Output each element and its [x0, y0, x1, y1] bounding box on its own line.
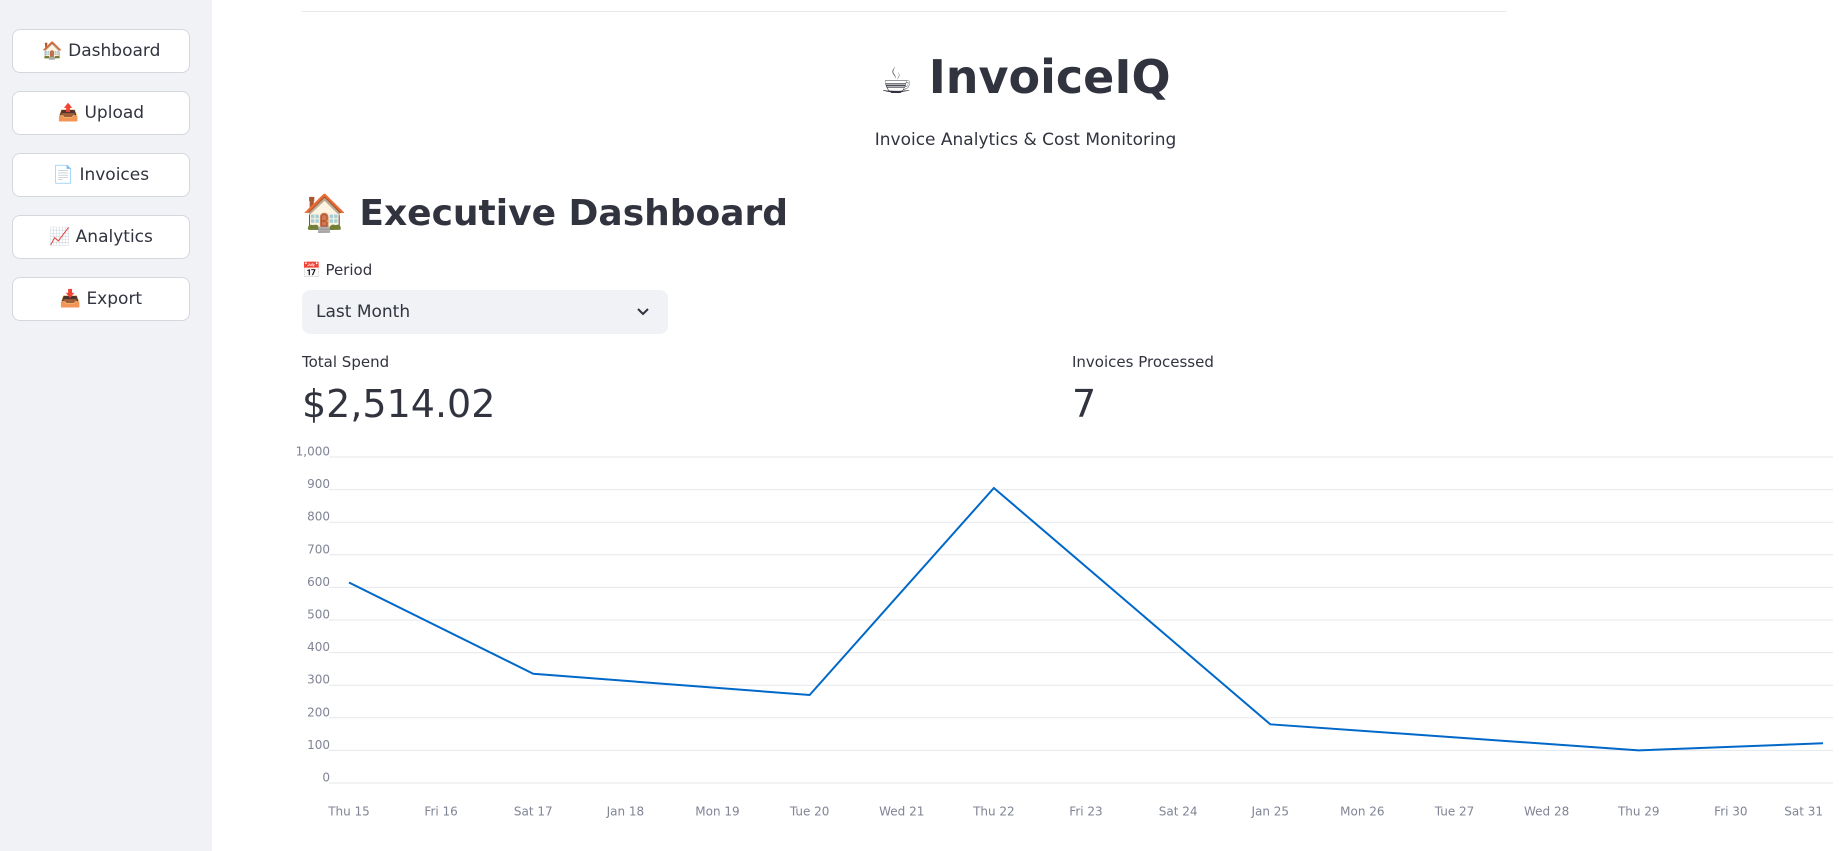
y-tick-label: 100 [307, 738, 330, 752]
period-select[interactable]: Last Month [302, 290, 668, 334]
x-tick-label: Sat 31 [1784, 805, 1823, 819]
y-tick-label: 600 [307, 575, 330, 589]
y-tick-label: 900 [307, 477, 330, 491]
x-tick-label: Fri 23 [1069, 805, 1102, 819]
x-tick-label: Thu 29 [1617, 805, 1660, 819]
select-value: Last Month [316, 302, 411, 322]
x-tick-label: Tue 27 [1434, 805, 1475, 819]
y-tick-label: 300 [307, 673, 330, 687]
metric-label: Total Spend [302, 353, 390, 371]
y-tick-label: 700 [307, 542, 330, 556]
metric-value: 7 [1072, 382, 1097, 426]
title-text: InvoiceIQ [928, 50, 1171, 104]
nav-button[interactable]: 📈 Analytics [12, 215, 190, 259]
x-tick-label: Thu 15 [327, 805, 370, 819]
x-tick-label: Thu 22 [972, 805, 1015, 819]
section-title: 🏠 Executive Dashboard [302, 193, 789, 234]
nav-button[interactable]: 📤 Upload [12, 91, 190, 135]
sidebar: 🏠 Dashboard 📤 Upload 📄 Invoices 📈 Analytics… [0, 0, 212, 851]
y-tick-label: 0 [322, 771, 330, 785]
chevron [637, 308, 649, 316]
metric-label: Invoices Processed [1072, 353, 1214, 371]
x-tick-label: Sat 17 [514, 805, 553, 819]
x-tick-label: Sat 24 [1159, 805, 1198, 819]
x-tick-label: Jan 18 [606, 805, 645, 819]
app-title: ☕ InvoiceIQ [880, 50, 1171, 104]
x-tick-label: Wed 28 [1524, 805, 1569, 819]
x-tick-label: Fri 30 [1714, 805, 1747, 819]
x-tick-label: Fri 16 [424, 805, 457, 819]
x-tick-label: Wed 21 [879, 805, 924, 819]
metric-value: $2,514.02 [302, 382, 496, 426]
nav-button[interactable]: 📄 Invoices [12, 153, 190, 197]
divider [302, 11, 1506, 12]
x-tick-label: Jan 25 [1250, 805, 1289, 819]
y-tick-label: 500 [307, 608, 330, 622]
x-tick-label: Mon 26 [1340, 805, 1384, 819]
subtitle: Invoice Analytics & Cost Monitoring [874, 130, 1177, 150]
nav-button[interactable]: 🏠 Dashboard [12, 29, 190, 73]
y-tick-label: 800 [307, 510, 330, 524]
x-tick-label: Tue 20 [789, 805, 830, 819]
y-tick-label: 200 [307, 705, 330, 719]
y-tick-label: 1,000 [296, 445, 330, 459]
line [348, 486, 1824, 752]
period-label: 📅 Period [302, 261, 373, 279]
nav-button[interactable]: 📥 Export [12, 277, 190, 321]
chart: 0 100 200 300 400 500 600 700 800 900 1,000 Thu 15 F… [296, 445, 1833, 819]
x-tick-label: Mon 19 [695, 805, 739, 819]
y-tick-label: 400 [307, 640, 330, 654]
